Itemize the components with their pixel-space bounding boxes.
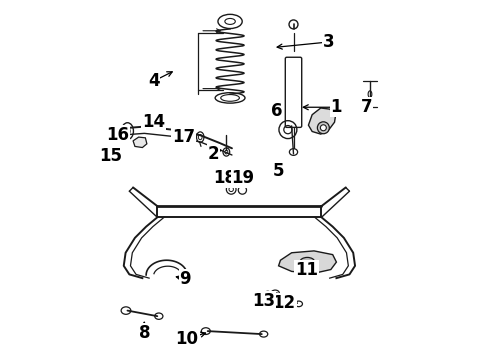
Text: 9: 9 — [179, 270, 191, 288]
Text: 14: 14 — [142, 113, 165, 131]
Text: 3: 3 — [323, 33, 335, 51]
Text: 7: 7 — [361, 98, 372, 116]
Polygon shape — [133, 137, 147, 148]
Text: 5: 5 — [273, 162, 284, 180]
Ellipse shape — [320, 125, 326, 131]
Text: 17: 17 — [172, 128, 195, 146]
Text: 4: 4 — [148, 72, 159, 90]
Ellipse shape — [300, 257, 315, 267]
Text: 2: 2 — [207, 145, 219, 163]
Text: 6: 6 — [271, 102, 282, 120]
Polygon shape — [279, 251, 337, 273]
Text: 1: 1 — [331, 98, 342, 116]
Text: 12: 12 — [272, 294, 296, 312]
Text: 19: 19 — [232, 169, 255, 187]
Text: 11: 11 — [295, 261, 318, 279]
Text: 8: 8 — [139, 324, 150, 342]
Ellipse shape — [318, 122, 329, 134]
Text: 18: 18 — [213, 169, 236, 187]
Text: 13: 13 — [252, 292, 275, 310]
Text: 15: 15 — [99, 147, 122, 165]
Text: 10: 10 — [176, 329, 198, 347]
Text: 16: 16 — [107, 126, 130, 144]
Polygon shape — [308, 108, 336, 134]
